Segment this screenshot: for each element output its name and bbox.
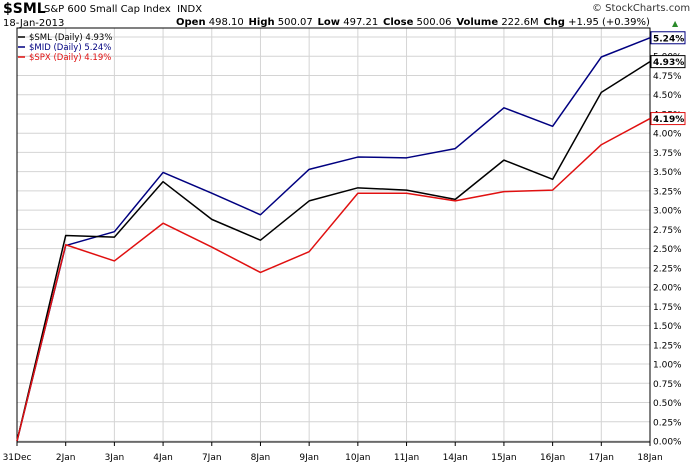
grid-lines bbox=[17, 28, 650, 442]
x-tick-label: 2Jan bbox=[56, 453, 76, 463]
x-tick-label: 8Jan bbox=[251, 453, 271, 463]
x-tick-label: 31Dec bbox=[3, 453, 32, 463]
chg-stat: Chg +1.95 (+0.39%) bbox=[543, 17, 650, 28]
y-tick-label: 3.50% bbox=[653, 168, 682, 178]
legend: $SML (Daily) 4.93%$MID (Daily) 5.24%$SPX… bbox=[18, 33, 112, 63]
high-value: 500.07 bbox=[277, 17, 313, 28]
y-axis-ticks: 0.00% 0.25% 0.50% 0.75% 1.00% 1.25% 1.50% 1.75%… bbox=[653, 34, 682, 448]
series-line bbox=[16, 37, 651, 442]
y-tick-label: 2.25% bbox=[653, 264, 682, 274]
y-tick-label: 4.50% bbox=[653, 91, 682, 101]
plot-frame bbox=[16, 27, 651, 443]
chart-date: 18-Jan-2013 bbox=[3, 18, 65, 29]
close-value: 500.06 bbox=[416, 17, 452, 28]
volume-value: 222.6M bbox=[501, 17, 539, 28]
y-tick-label: 0.75% bbox=[653, 380, 682, 390]
y-tick-label: 4.00% bbox=[653, 130, 682, 140]
y-tick-label: 2.00% bbox=[653, 284, 682, 294]
y-tick-label: 4.75% bbox=[653, 72, 682, 82]
y-tick-label: 2.50% bbox=[653, 245, 682, 255]
end-value-label: 4.93% bbox=[653, 58, 684, 68]
open-label: Open bbox=[176, 17, 206, 28]
exchange-name: INDX bbox=[177, 4, 203, 15]
low-value: 497.21 bbox=[343, 17, 379, 28]
low-label: Low bbox=[317, 17, 341, 28]
x-tick-label: 3Jan bbox=[105, 453, 125, 463]
end-value-labels: 4.93% 5.24% 4.19% bbox=[650, 31, 686, 126]
chart-symbol: $SML bbox=[3, 1, 46, 17]
series-line bbox=[16, 117, 651, 442]
x-tick-label: 4Jan bbox=[153, 453, 173, 463]
x-tick-label: 9Jan bbox=[299, 453, 319, 463]
x-tick-label: 16Jan bbox=[540, 453, 565, 463]
high-label: High bbox=[248, 17, 275, 28]
legend-label: $SML (Daily) 4.93% bbox=[29, 33, 112, 43]
chg-value: +1.95 (+0.39%) bbox=[568, 17, 650, 28]
y-tick-label: 1.25% bbox=[653, 341, 682, 351]
chart-company-name: S&P 600 Small Cap Index INDX bbox=[44, 4, 202, 15]
y-tick-label: 0.25% bbox=[653, 418, 682, 428]
x-tick-label: 7Jan bbox=[202, 453, 222, 463]
quote-summary: Open 498.10 High 500.07 Low 497.21 Close… bbox=[176, 17, 650, 28]
y-tick-label: 3.00% bbox=[653, 207, 682, 217]
up-arrow-icon: ▲ bbox=[672, 19, 679, 28]
x-tick-label: 17Jan bbox=[589, 453, 614, 463]
x-tick-label: 11Jan bbox=[394, 453, 419, 463]
close-label: Close bbox=[382, 17, 414, 28]
stockcharts-logo[interactable]: © StockCharts.com bbox=[592, 3, 691, 14]
y-tick-label: 0.00% bbox=[653, 438, 682, 448]
open-stat: Open 498.10 bbox=[176, 17, 244, 28]
volume-label: Volume bbox=[456, 17, 499, 28]
x-tick-label: 18Jan bbox=[637, 453, 662, 463]
high-stat: High 500.07 bbox=[249, 17, 313, 28]
close-stat: Close 500.06 bbox=[383, 17, 452, 28]
end-label-box bbox=[650, 112, 686, 126]
x-tick-label: 14Jan bbox=[443, 453, 468, 463]
company-name: S&P 600 Small Cap Index bbox=[44, 4, 171, 15]
y-tick-label: 1.75% bbox=[653, 303, 682, 313]
open-value: 498.10 bbox=[208, 17, 244, 28]
x-tick-label: 10Jan bbox=[345, 453, 370, 463]
y-tick-label: 1.00% bbox=[653, 361, 682, 371]
y-tick-label: 1.50% bbox=[653, 322, 682, 332]
end-value-label: 5.24% bbox=[653, 34, 684, 44]
chg-label: Chg bbox=[543, 17, 565, 28]
end-label-box bbox=[650, 31, 686, 45]
end-label-box bbox=[650, 55, 686, 69]
legend-label: $SPX (Daily) 4.19% bbox=[29, 53, 111, 63]
low-stat: Low 497.21 bbox=[318, 17, 379, 28]
x-tick-label: 15Jan bbox=[491, 453, 516, 463]
y-tick-label: 3.25% bbox=[653, 187, 682, 197]
y-tick-label: 2.75% bbox=[653, 226, 682, 236]
series-line bbox=[16, 60, 651, 442]
end-value-label: 4.19% bbox=[653, 115, 684, 125]
volume-stat: Volume 222.6M bbox=[456, 17, 538, 28]
y-tick-label: 3.75% bbox=[653, 149, 682, 159]
legend-label: $MID (Daily) 5.24% bbox=[29, 43, 111, 53]
x-axis-ticks: 31Dec 2Jan 3Jan 4Jan 7Jan 8Jan 9Jan 10Jan 11Jan 1… bbox=[3, 442, 663, 463]
y-tick-label: 0.50% bbox=[653, 399, 682, 409]
series-lines bbox=[16, 37, 651, 442]
